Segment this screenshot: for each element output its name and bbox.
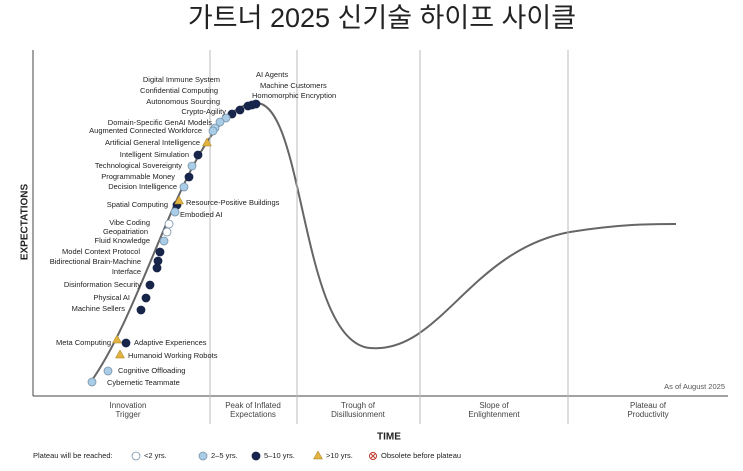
technology-marker [152, 263, 162, 273]
technology-marker [155, 247, 165, 257]
technology-label: Machine Customers [260, 81, 327, 90]
legend-marker [313, 450, 323, 460]
phase-label: Productivity [627, 410, 668, 419]
title: 가트너 2025 신기술 하이프 사이클 [188, 3, 576, 33]
technology-marker [179, 182, 189, 192]
phase-label: Expectations [230, 410, 276, 419]
technology-label: Confidential Computing [140, 86, 218, 95]
technology-marker [141, 293, 151, 303]
phase-label: Trough of [341, 401, 376, 410]
technology-label: Machine Sellers [72, 304, 126, 313]
phase-label: Plateau of [630, 401, 667, 410]
phase-label: Peak of Inflated [225, 401, 281, 410]
legend-marker [251, 451, 261, 461]
technology-label: Meta Computing [56, 338, 111, 347]
technology-label: Cybernetic Teammate [107, 378, 180, 387]
technology-label: Decision Intelligence [108, 182, 177, 191]
technology-label: Resource-Positive Buildings [186, 198, 280, 207]
technology-label: Embodied AI [180, 210, 223, 219]
technology-label: Vibe Coding [109, 218, 150, 227]
phase-label: Innovation [110, 401, 147, 410]
technology-label: Physical AI [93, 293, 130, 302]
technology-label: Domain-Specific GenAI Models [108, 118, 212, 127]
x-axis-label: TIME [377, 432, 401, 443]
legend-marker [131, 451, 141, 461]
technology-marker [103, 366, 113, 376]
technology-label: AI Agents [256, 70, 288, 79]
technology-label: Digital Immune System [143, 75, 220, 84]
technology-marker [170, 207, 180, 217]
legend-marker [370, 453, 376, 459]
technology-label: Cognitive Offloading [118, 366, 185, 375]
technology-label: Disinformation Security [64, 280, 141, 289]
technology-label: Spatial Computing [107, 200, 168, 209]
technology-marker [193, 150, 203, 160]
technology-label: Autonomous Sourcing [146, 97, 220, 106]
legend-label: <2 yrs. [144, 451, 167, 460]
technology-marker [164, 219, 174, 229]
phase-label: Slope of [479, 401, 509, 410]
technology-label: Crypto-Agility [181, 107, 226, 116]
legend-label: 5–10 yrs. [264, 451, 295, 460]
technology-label: Intelligent Simulation [120, 150, 189, 159]
legend-label: 2–5 yrs. [211, 451, 238, 460]
note: As of August 2025 [664, 382, 725, 391]
technology-marker [221, 113, 231, 123]
technology-label: Geopatriation [103, 227, 148, 236]
technology-marker [115, 349, 125, 359]
technology-label: Technological Sovereignty [95, 161, 182, 170]
technology-marker [208, 126, 218, 136]
legend-marker [198, 451, 208, 461]
technology-marker [162, 227, 172, 237]
technology-marker [174, 195, 184, 205]
technology-marker [247, 100, 257, 110]
legend-label: Obsolete before plateau [381, 451, 461, 460]
technology-label: Augmented Connected Workforce [89, 126, 202, 135]
technology-label: Interface [112, 267, 141, 276]
y-axis-label: EXPECTATIONS [20, 184, 31, 261]
technology-marker [215, 117, 225, 127]
legend-label: >10 yrs. [326, 451, 353, 460]
technology-marker [145, 280, 155, 290]
technology-marker [184, 172, 194, 182]
technology-marker [136, 305, 146, 315]
technology-label: Bidirectional Brain-Machine [50, 257, 141, 266]
technology-label: Humanoid Working Robots [128, 351, 218, 360]
technology-label: Homomorphic Encryption [252, 91, 336, 100]
phase-label: Disillusionment [331, 410, 386, 419]
technology-label: Fluid Knowledge [95, 236, 150, 245]
technology-label: Model Context Protocol [62, 247, 140, 256]
technology-marker [87, 377, 97, 387]
technology-label: Programmable Money [101, 172, 175, 181]
phase-label: Trigger [115, 410, 140, 419]
technology-marker [159, 236, 169, 246]
technology-marker [235, 105, 245, 115]
technology-marker [112, 334, 122, 344]
technology-marker [202, 137, 212, 147]
technology-marker [121, 338, 131, 348]
technology-label: Artificial General Intelligence [105, 138, 200, 147]
technology-marker [187, 161, 197, 171]
technology-marker [227, 109, 237, 119]
technology-label: Adaptive Experiences [134, 338, 207, 347]
legend-title: Plateau will be reached: [33, 451, 113, 460]
phase-label: Enlightenment [468, 410, 520, 419]
